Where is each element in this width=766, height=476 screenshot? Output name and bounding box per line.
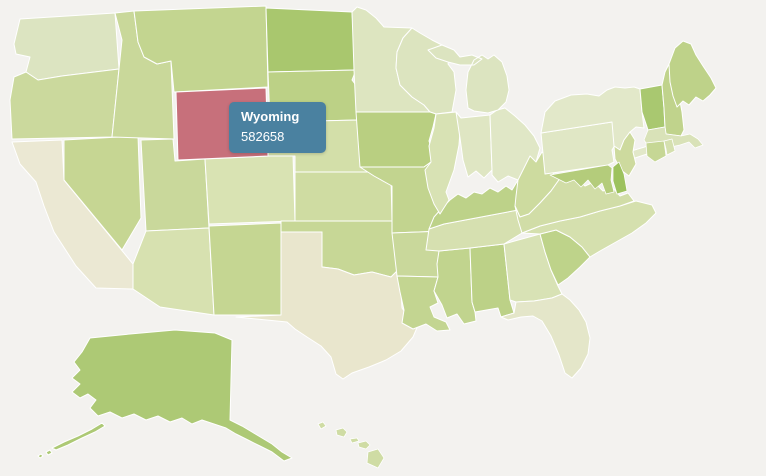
state-kansas[interactable] <box>294 171 393 222</box>
state-north-dakota[interactable] <box>265 7 357 73</box>
state-connecticut[interactable] <box>645 140 667 163</box>
state-iowa[interactable] <box>355 111 437 168</box>
state-hawaii[interactable] <box>317 421 385 469</box>
state-oregon[interactable] <box>9 68 120 140</box>
state-arizona[interactable] <box>132 227 215 316</box>
state-delaware[interactable] <box>612 161 628 195</box>
state-new-mexico[interactable] <box>208 222 282 316</box>
state-rhode-island[interactable] <box>663 138 676 156</box>
state-louisiana[interactable] <box>396 275 451 332</box>
state-maryland[interactable] <box>549 164 615 195</box>
state-indiana[interactable] <box>455 111 493 179</box>
state-texas[interactable] <box>235 231 420 380</box>
state-mississippi[interactable] <box>433 247 477 325</box>
state-florida[interactable] <box>500 293 591 379</box>
state-washington[interactable] <box>13 12 120 81</box>
state-alaska[interactable] <box>37 329 293 462</box>
state-wyoming[interactable] <box>175 87 269 161</box>
state-colorado[interactable] <box>204 154 296 225</box>
state-south-dakota[interactable] <box>267 69 360 123</box>
state-new-hampshire[interactable] <box>661 63 685 137</box>
state-maine[interactable] <box>668 40 717 108</box>
state-michigan[interactable] <box>427 44 510 114</box>
